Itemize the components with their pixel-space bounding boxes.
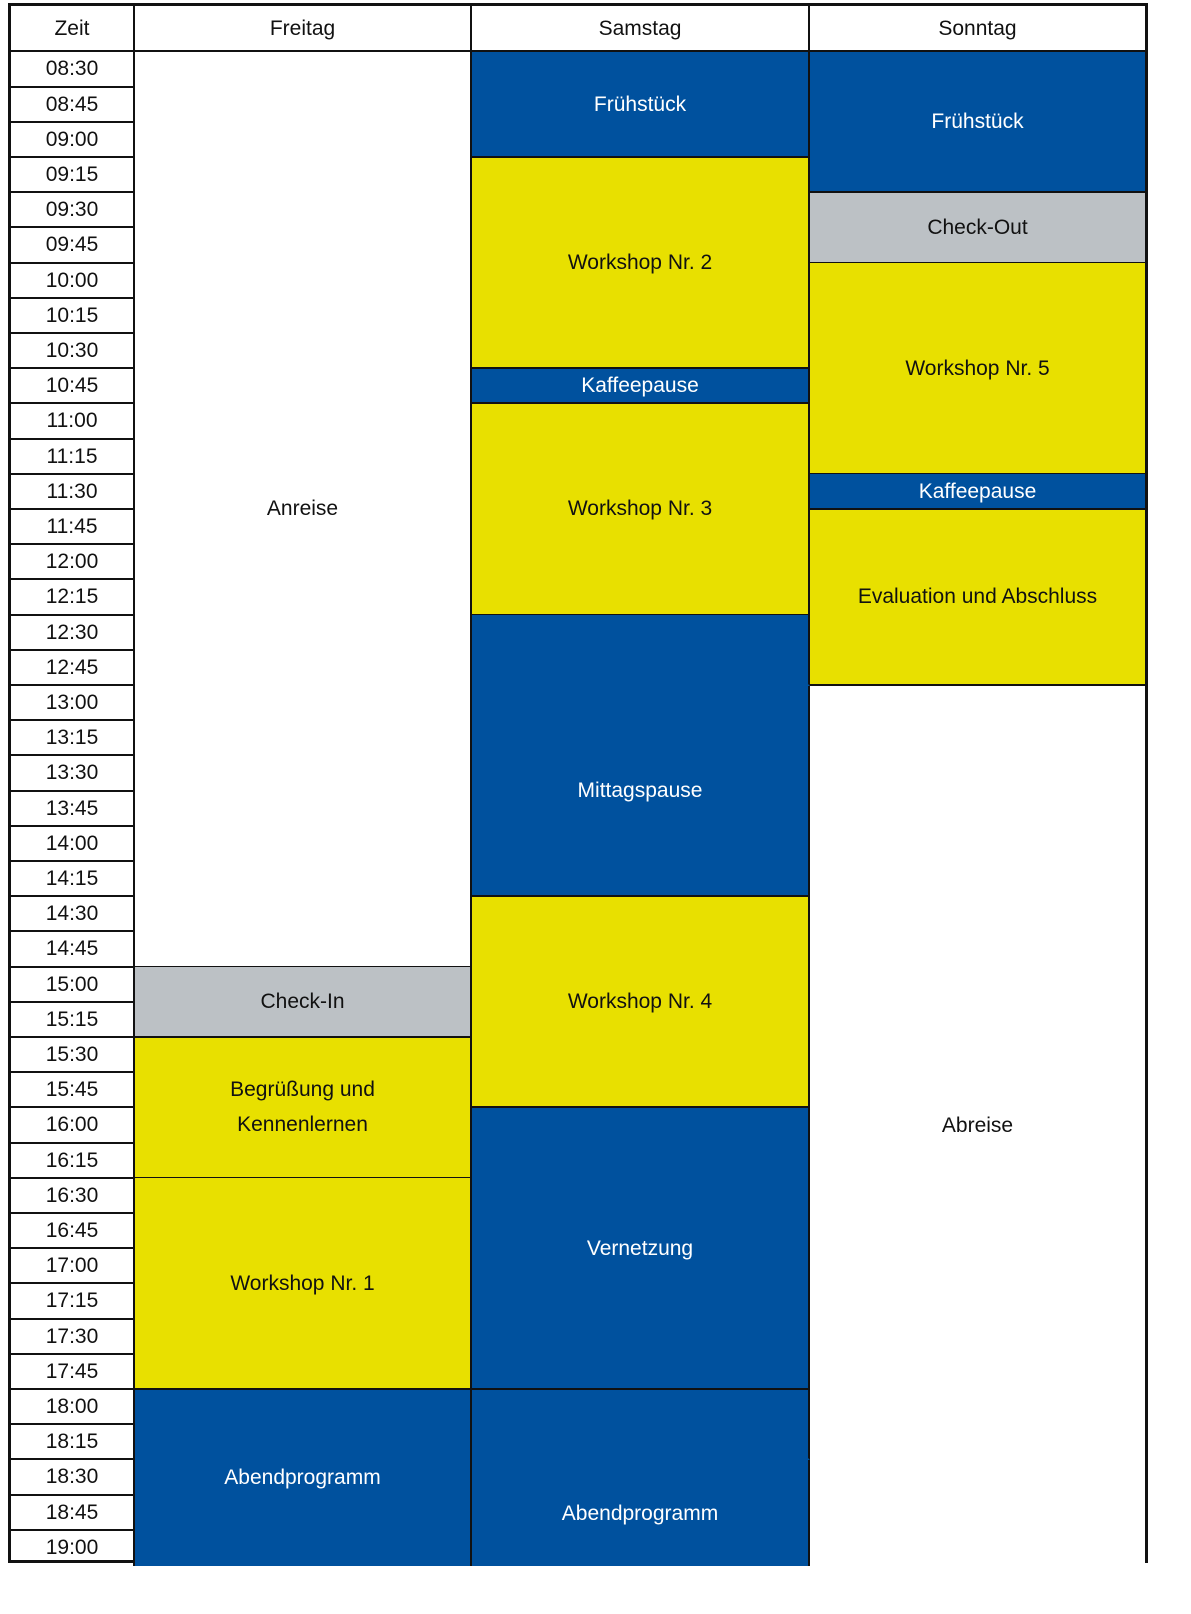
time-slot: 08:30 [11,52,135,88]
column-header-samstag: Samstag [472,6,810,52]
event-block [472,1389,810,1461]
event-block: Kaffeepause [810,474,1145,511]
event-block: Anreise [135,52,472,968]
event-block: Mittagspause [472,685,810,898]
event-block [472,615,810,687]
event-block: Check-In [135,967,472,1039]
event-block: Workshop Nr. 2 [472,157,810,370]
time-slot: 12:00 [11,544,135,581]
time-slot: 14:15 [11,861,135,898]
time-slot: 12:15 [11,580,135,616]
schedule-table: Zeit Freitag Samstag Sonntag 08:30 08:45 09:00… [8,3,1148,1567]
time-slot: 11:45 [11,509,135,546]
time-slot: 11:00 [11,404,135,440]
event-block: Abreise [810,685,1145,1567]
time-slot: 09:15 [11,157,135,194]
time-slot: 13:00 [11,685,135,722]
event-block: Begrüßung und Kennenlernen [135,1037,472,1179]
event-block: Workshop Nr. 5 [810,263,1145,475]
column-header-zeit: Zeit [11,6,135,52]
time-slot: 16:45 [11,1213,135,1250]
event-block: Workshop Nr. 1 [135,1178,472,1391]
event-block: Workshop Nr. 3 [472,404,810,616]
time-slot: 15:45 [11,1072,135,1109]
time-slot: 11:30 [11,474,135,511]
time-slot: 16:15 [11,1143,135,1179]
event-block: Workshop Nr. 4 [472,896,810,1109]
time-slot: 13:15 [11,720,135,757]
time-slot: 17:45 [11,1354,135,1391]
time-slot: 14:00 [11,826,135,863]
time-slot: 18:45 [11,1495,135,1531]
event-block: Frühstück [810,52,1145,194]
time-slot: 12:30 [11,615,135,651]
time-slot: 15:30 [11,1037,135,1074]
time-slot: 16:00 [11,1108,135,1144]
time-slot: 09:30 [11,192,135,229]
event-block: Evaluation und Abschluss [810,509,1145,687]
time-slot: 18:30 [11,1460,135,1496]
time-slot: 10:30 [11,333,135,370]
time-slot: 11:15 [11,439,135,475]
time-slot: 15:00 [11,967,135,1003]
event-block: Frühstück [472,52,810,159]
time-slot: 14:30 [11,896,135,933]
time-slot: 14:45 [11,932,135,968]
event-block: Check-Out [810,192,1145,264]
time-slot: 10:45 [11,368,135,405]
time-slot: 10:00 [11,263,135,299]
time-slot: 09:45 [11,228,135,264]
time-slot: 13:30 [11,756,135,792]
time-slot: 18:00 [11,1389,135,1426]
time-slot: 19:00 [11,1530,135,1566]
column-header-freitag: Freitag [135,6,472,52]
time-slot: 12:45 [11,650,135,687]
event-block: Vernetzung [472,1108,810,1391]
event-block: Abendprogramm [472,1460,810,1567]
event-block: Abendprogramm [135,1389,472,1567]
time-slot: 16:30 [11,1178,135,1215]
time-slot: 09:00 [11,122,135,159]
time-slot: 13:45 [11,791,135,827]
time-slot: 10:15 [11,298,135,335]
event-block: Kaffeepause [472,368,810,405]
time-slot: 17:00 [11,1248,135,1285]
time-slot: 17:15 [11,1284,135,1320]
time-slot: 08:45 [11,87,135,123]
column-header-sonntag: Sonntag [810,6,1145,52]
time-slot: 18:15 [11,1424,135,1461]
time-slot: 17:30 [11,1319,135,1355]
time-slot: 15:15 [11,1002,135,1039]
